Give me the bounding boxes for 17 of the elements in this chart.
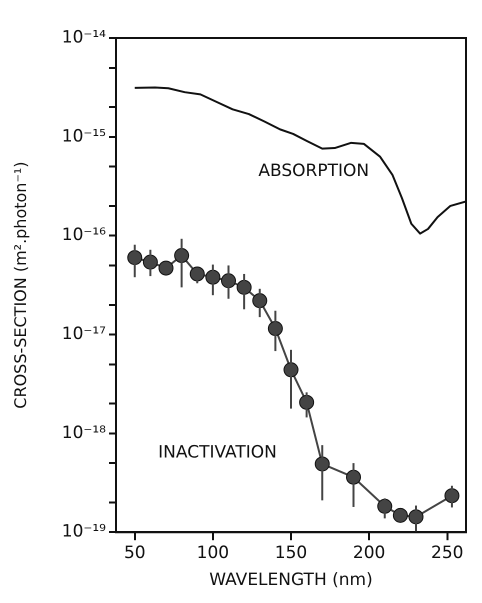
point: [392, 508, 408, 523]
x-tick-label: 50: [124, 542, 146, 563]
y-axis-title: CROSS-SECTION (m².photon⁻¹): [10, 161, 30, 409]
x-axis-title: WAVELENGTH (nm): [209, 570, 373, 590]
y-tick-label: 10⁻¹⁶: [62, 225, 106, 246]
y-tick-label: 10⁻¹⁷: [62, 324, 106, 344]
x-tick-label: 100: [196, 542, 230, 563]
y-tick-label: 10⁻¹⁵: [62, 126, 106, 146]
y-tick-label: 10⁻¹⁸: [62, 422, 106, 443]
series-label: ABSORPTION: [258, 160, 370, 181]
x-tick-label: 250: [431, 542, 464, 563]
x-tick-label: 200: [352, 542, 386, 563]
y-tick-label: 10⁻¹⁴: [62, 27, 106, 48]
y-tick-label: 10⁻¹⁹: [62, 522, 106, 542]
x-tick-label: 150: [274, 542, 308, 563]
point: [158, 260, 174, 276]
text: INACTIVATION: [158, 442, 277, 463]
